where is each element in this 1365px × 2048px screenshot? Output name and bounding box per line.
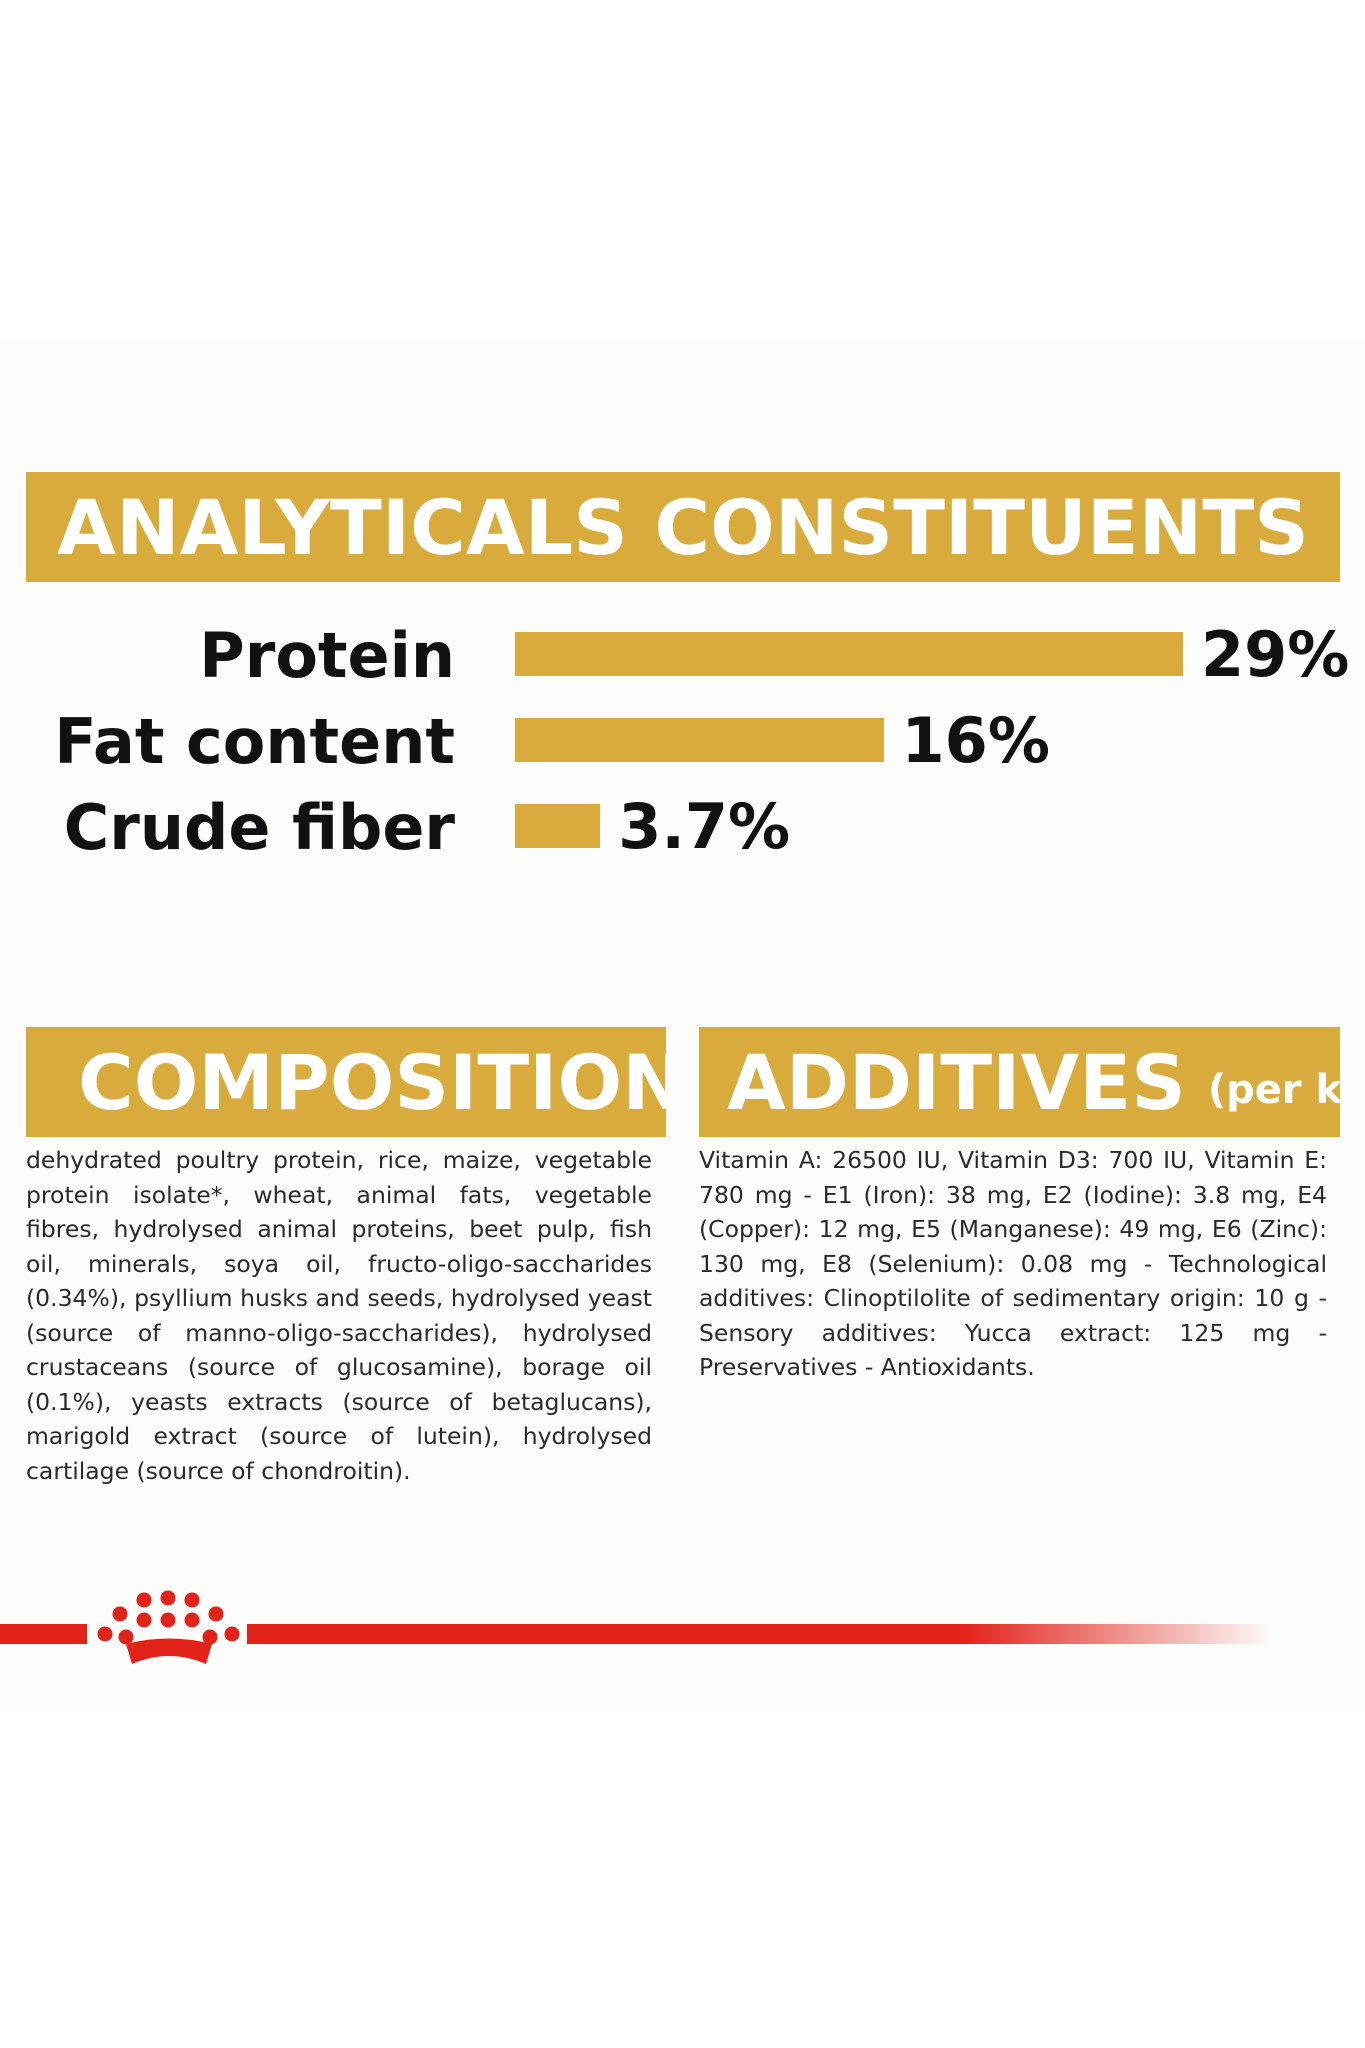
additives-heading: ADDITIVES (per kg): [699, 1027, 1340, 1137]
analytical-heading-text: ANALYTICALS CONSTITUENTS: [57, 482, 1309, 572]
constituent-bar: [515, 804, 601, 848]
composition-text: dehydrated poultry protein, rice, maize,…: [26, 1146, 652, 1485]
analytical-constituents-heading: ANALYTICALS CONSTITUENTS: [26, 472, 1340, 582]
constituent-label: Crude fiber: [63, 791, 455, 864]
constituent-bar: [515, 632, 1183, 676]
royal-canin-crown-icon: [97, 1590, 240, 1664]
constituent-label: Fat content: [54, 705, 455, 778]
additives-text: Vitamin A: 26500 IU, Vitamin D3: 700 IU,…: [699, 1146, 1327, 1381]
composition-heading-text: COMPOSITION: [78, 1037, 666, 1127]
brand-line-right: [247, 1624, 1272, 1644]
composition-heading: COMPOSITION: [26, 1027, 666, 1137]
additives-unit: (per kg): [1207, 1067, 1340, 1113]
constituent-value: 29%: [1201, 618, 1350, 691]
constituent-value: 16%: [901, 704, 1050, 777]
constituent-bar: [515, 718, 884, 762]
constituent-value: 3.7%: [618, 790, 791, 863]
brand-line-left: [0, 1624, 87, 1644]
constituent-label: Protein: [199, 619, 455, 692]
additives-heading-text: ADDITIVES: [727, 1037, 1186, 1127]
